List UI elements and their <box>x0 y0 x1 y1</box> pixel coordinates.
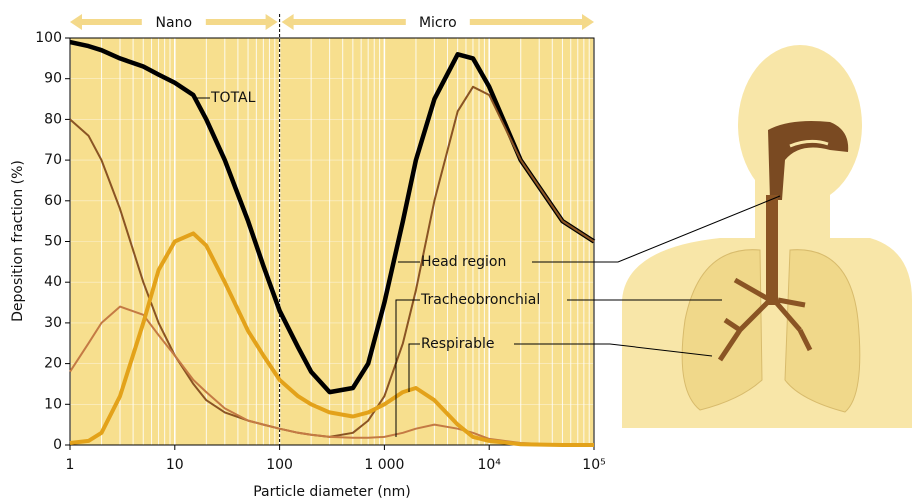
y-tick-label: 30 <box>44 315 62 331</box>
x-tick-label: 1 000 <box>364 457 404 473</box>
y-tick-label: 100 <box>35 30 62 46</box>
y-tick-label: 70 <box>44 152 62 168</box>
region-label: Nano <box>156 15 193 31</box>
y-tick-label: 90 <box>44 71 62 87</box>
y-tick-label: 60 <box>44 193 62 209</box>
chart: Particle diameter (nm) Deposition fracti… <box>0 0 912 500</box>
y-axis-label: Deposition fraction (%) <box>10 160 26 322</box>
series-annotation: TOTAL <box>210 90 256 106</box>
y-tick-label: 40 <box>44 274 62 290</box>
series-annotation: Respirable <box>421 336 495 352</box>
series-annotation: Head region <box>421 254 506 270</box>
y-tick-label: 80 <box>44 111 62 127</box>
x-tick-label: 10⁴ <box>477 457 501 473</box>
y-tick-label: 10 <box>44 396 62 412</box>
y-tick-label: 50 <box>44 234 62 250</box>
x-tick-label: 100 <box>266 457 293 473</box>
y-tick-label: 0 <box>53 437 62 453</box>
y-tick-label: 20 <box>44 356 62 372</box>
x-tick-label: 1 <box>66 457 75 473</box>
x-tick-label: 10 <box>166 457 184 473</box>
x-tick-label: 10⁵ <box>582 457 605 473</box>
x-axis-label: Particle diameter (nm) <box>253 484 411 500</box>
series-annotation: Tracheobronchial <box>420 292 540 308</box>
body-illustration <box>622 45 912 428</box>
region-label: Micro <box>419 15 457 31</box>
